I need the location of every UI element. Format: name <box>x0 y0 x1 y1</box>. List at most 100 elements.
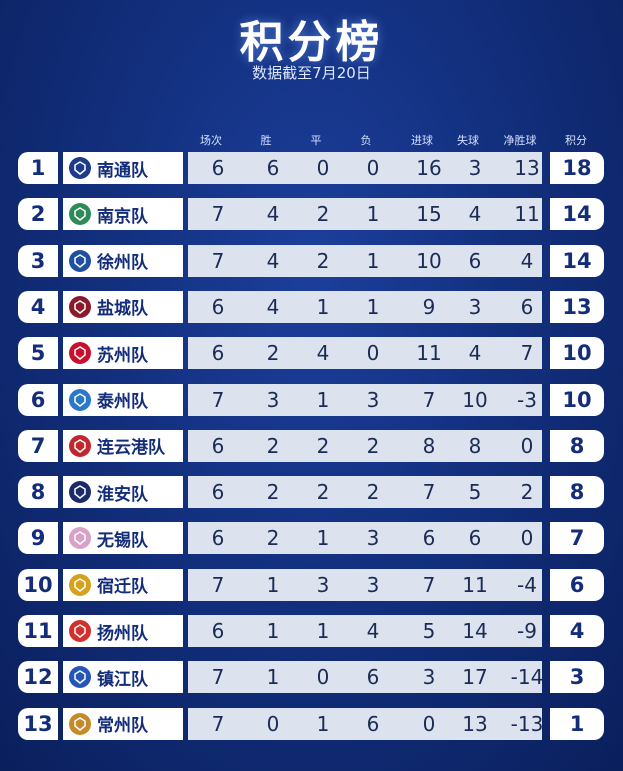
points-cell: 13 <box>550 290 604 323</box>
stat-ga: 6 <box>468 526 482 551</box>
rank-cell: 5 <box>18 337 58 370</box>
page-title: 积分榜 <box>239 17 384 68</box>
stat-won: 3 <box>266 387 280 412</box>
stat-gd: -9 <box>517 619 537 643</box>
stat-won: 2 <box>266 480 280 505</box>
stats-cell: 7 1 3 3 7 11 -4 <box>188 568 542 601</box>
team-name: 南京队 <box>97 206 148 227</box>
stats-cell: 7 0 1 6 0 13 -13 <box>188 707 543 740</box>
stat-played: 6 <box>211 294 225 319</box>
stat-gf: 11 <box>416 341 442 366</box>
rank-cell: 4 <box>18 290 58 323</box>
header-drawn: 平 <box>310 134 322 147</box>
table-row: 3 徐州队 7 4 2 1 10 6 4 14 <box>18 244 604 277</box>
team-logo-icon <box>69 481 91 504</box>
team-cell: 宿迁队 <box>63 568 183 601</box>
table-row: 11 扬州队 6 1 1 4 5 14 -9 4 <box>18 615 604 647</box>
stat-played: 6 <box>211 526 225 551</box>
stat-gf: 6 <box>422 526 436 551</box>
stat-played: 7 <box>211 665 225 690</box>
stat-played: 6 <box>211 619 225 643</box>
table-row: 6 泰州队 7 3 1 3 7 10 -3 10 <box>18 383 604 416</box>
stat-drawn: 2 <box>316 202 330 227</box>
stat-gd: 13 <box>514 156 540 180</box>
stat-ga: 14 <box>462 619 488 643</box>
stat-won: 0 <box>266 711 280 736</box>
table-row: 9 无锡队 6 2 1 3 6 6 0 7 <box>18 522 604 555</box>
rank-cell: 8 <box>18 476 58 509</box>
stat-drawn: 0 <box>316 665 330 690</box>
stat-lost: 0 <box>366 156 380 180</box>
team-name: 盐城队 <box>97 299 148 320</box>
table-row: 4 盐城队 6 4 1 1 9 3 6 13 <box>18 290 604 323</box>
points-cell: 8 <box>550 476 604 509</box>
stat-lost: 6 <box>366 665 380 690</box>
team-cell: 扬州队 <box>63 615 183 647</box>
rank-cell: 1 <box>18 152 58 184</box>
stat-gf: 7 <box>422 572 436 597</box>
stat-won: 4 <box>266 248 280 273</box>
stat-gd: -13 <box>510 711 544 736</box>
rank-cell: 6 <box>18 383 58 416</box>
stat-played: 6 <box>211 480 225 505</box>
stat-played: 7 <box>211 202 225 227</box>
header-ga: 失球 <box>457 134 479 147</box>
stat-lost: 1 <box>366 202 380 227</box>
stat-lost: 6 <box>366 711 380 736</box>
stat-drawn: 4 <box>316 341 330 366</box>
stat-ga: 4 <box>468 202 482 227</box>
stat-drawn: 1 <box>316 387 330 412</box>
stat-drawn: 2 <box>316 248 330 273</box>
team-cell: 泰州队 <box>63 383 183 416</box>
stat-played: 7 <box>211 572 225 597</box>
stat-ga: 3 <box>468 294 482 319</box>
stats-cell: 6 2 1 3 6 6 0 <box>188 522 542 555</box>
team-cell: 南京队 <box>63 198 183 231</box>
table-row: 8 淮安队 6 2 2 2 7 5 2 8 <box>18 476 604 509</box>
header-won: 胜 <box>260 134 272 147</box>
points-cell: 3 <box>550 661 604 694</box>
stat-drawn: 1 <box>316 711 330 736</box>
team-name: 常州队 <box>97 716 148 737</box>
team-logo-icon <box>69 666 91 689</box>
stat-ga: 8 <box>468 433 482 458</box>
team-cell: 常州队 <box>63 707 183 740</box>
rank-cell: 11 <box>18 615 58 647</box>
page-subtitle: 数据截至7月20日 <box>252 64 371 82</box>
stat-gd: 11 <box>514 202 540 227</box>
stat-ga: 17 <box>462 665 488 690</box>
stat-drawn: 2 <box>316 433 330 458</box>
rank-cell: 2 <box>18 198 58 231</box>
rank-cell: 12 <box>18 661 58 694</box>
stats-cell: 6 2 4 0 11 4 7 <box>188 337 542 370</box>
stat-gd: 2 <box>520 480 534 505</box>
stat-won: 1 <box>266 619 280 643</box>
team-logo-icon <box>69 249 91 272</box>
team-cell: 徐州队 <box>63 244 183 277</box>
stat-gd: 0 <box>520 433 534 458</box>
team-logo-icon <box>69 712 91 735</box>
stats-cell: 6 1 1 4 5 14 -9 <box>188 615 542 647</box>
stat-gd: -3 <box>517 387 537 412</box>
points-cell: 1 <box>550 707 604 740</box>
table-row: 7 连云港队 6 2 2 2 8 8 0 8 <box>18 429 604 462</box>
stat-gd: 4 <box>520 248 534 273</box>
stat-lost: 3 <box>366 526 380 551</box>
rank-cell: 9 <box>18 522 58 555</box>
stats-cell: 6 2 2 2 7 5 2 <box>188 476 542 509</box>
header-gf: 进球 <box>411 134 433 147</box>
points-cell: 6 <box>550 568 604 601</box>
table-row: 12 镇江队 7 1 0 6 3 17 -14 3 <box>18 661 604 694</box>
stat-ga: 5 <box>468 480 482 505</box>
stats-cell: 7 4 2 1 15 4 11 <box>188 198 542 231</box>
team-cell: 南通队 <box>63 152 183 184</box>
team-cell: 苏州队 <box>63 337 183 370</box>
stat-lost: 0 <box>366 341 380 366</box>
stat-gf: 3 <box>422 665 436 690</box>
team-logo-icon <box>69 342 91 365</box>
team-logo-icon <box>69 573 91 596</box>
team-name: 泰州队 <box>97 392 148 412</box>
stat-played: 7 <box>211 387 225 412</box>
stats-cell: 6 4 1 1 9 3 6 <box>188 290 542 323</box>
stat-gf: 10 <box>416 248 442 273</box>
